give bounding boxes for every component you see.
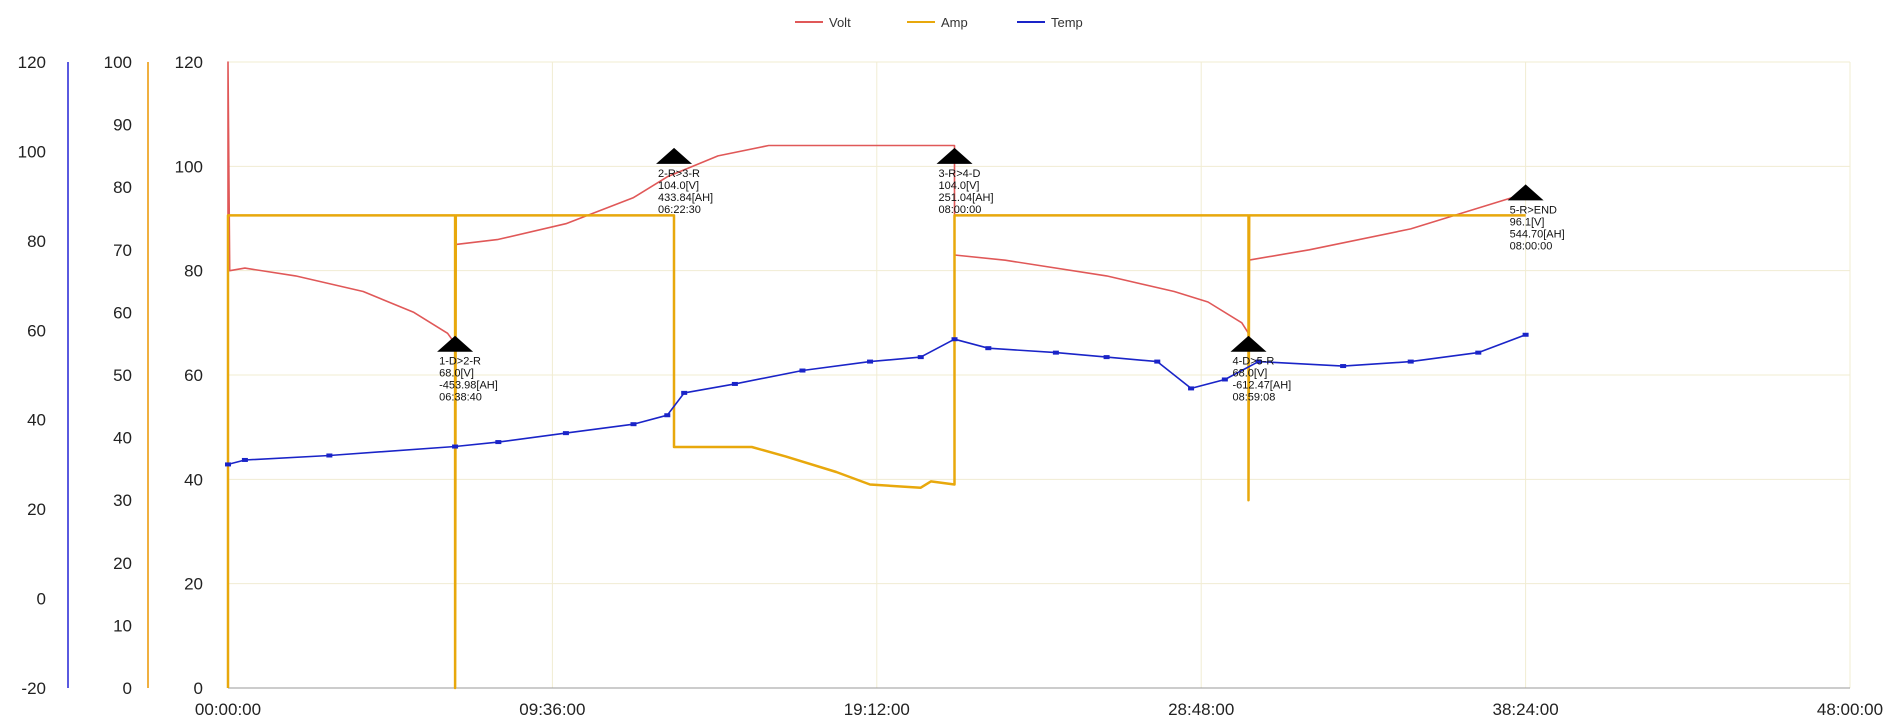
- annotation-label: 06:22:30: [658, 204, 701, 216]
- annotation-label: 68.0[V]: [1233, 368, 1268, 380]
- temp-point: [951, 337, 958, 342]
- annotation-label: -453.98[AH]: [439, 380, 498, 392]
- temp-point: [562, 431, 569, 436]
- volt-tick-label: 120: [175, 53, 203, 72]
- annotation-label: 251.04[AH]: [939, 192, 994, 204]
- temp-tick-label: 40: [27, 411, 46, 430]
- annotation-label: 433.84[AH]: [658, 192, 713, 204]
- amp-tick-label: 100: [104, 53, 132, 72]
- temp-point: [799, 368, 806, 373]
- temp-point: [326, 453, 333, 458]
- x-tick-label: 48:00:00: [1817, 700, 1883, 718]
- temp-point: [1407, 359, 1414, 364]
- temp-tick-label: 60: [27, 321, 46, 340]
- temp-point: [1103, 355, 1110, 360]
- amp-tick-label: 0: [123, 679, 132, 698]
- legend-label-amp: Amp: [941, 15, 968, 30]
- volt-tick-label: 20: [184, 575, 203, 594]
- axes: 00:00:00 09:36:00 19:12:00 28:48:00 38:24:00…: [18, 53, 1883, 718]
- annotation-label: 104.0[V]: [658, 180, 699, 192]
- legend-label-volt: Volt: [829, 15, 851, 30]
- volt-tick-label: 100: [175, 157, 203, 176]
- annotation-label: 544.70[AH]: [1510, 228, 1565, 240]
- annotation-label: 4-D>5-R: [1233, 356, 1275, 368]
- temp-point: [731, 381, 738, 386]
- temp-point: [241, 457, 248, 462]
- series: [225, 61, 1529, 690]
- amp-tick-label: 80: [113, 178, 132, 197]
- annotation-marker: [1507, 184, 1544, 201]
- temp-tick-label: 100: [18, 142, 46, 161]
- temp-point: [452, 444, 459, 449]
- annotations: 1-D>2-R68.0[V]-453.98[AH]06:38:402-R>3-R…: [437, 147, 1565, 404]
- temp-point: [630, 422, 637, 427]
- amp-tick-label: 60: [113, 303, 132, 322]
- annotation-label: 5-R>END: [1510, 204, 1557, 216]
- annotation-marker: [437, 335, 474, 352]
- amp-tick-label: 40: [113, 429, 132, 448]
- amp-tick-label: 70: [113, 241, 132, 260]
- annotation-label: -612.47[AH]: [1233, 380, 1292, 392]
- annotation-marker: [1230, 335, 1267, 352]
- x-tick-label: 38:24:00: [1493, 700, 1559, 718]
- temp-point: [917, 355, 924, 360]
- annotation-marker: [936, 147, 973, 164]
- temp-tick-label: -20: [21, 679, 46, 698]
- amp-tick-label: 30: [113, 491, 132, 510]
- legend-label-temp: Temp: [1051, 15, 1083, 30]
- temp-point: [1221, 377, 1228, 382]
- temp-point: [495, 440, 502, 445]
- annotation-label: 08:00:00: [939, 204, 982, 216]
- temp-point: [1188, 386, 1195, 391]
- grid: [228, 61, 1851, 688]
- annotation-label: 104.0[V]: [939, 180, 980, 192]
- volt-tick-label: 80: [184, 262, 203, 281]
- annotation-label: 1-D>2-R: [439, 356, 481, 368]
- amp-tick-label: 90: [113, 116, 132, 135]
- annotation-label: 2-R>3-R: [658, 168, 700, 180]
- amp-tick-label: 10: [113, 616, 132, 635]
- annotation-label: 08:00:00: [1510, 240, 1553, 252]
- temp-point: [225, 462, 231, 467]
- series-line-amp: [226, 214, 1526, 690]
- temp-point: [1255, 359, 1262, 364]
- annotation-label: 68.0[V]: [439, 368, 474, 380]
- annotation-label: 06:38:40: [439, 392, 482, 404]
- temp-point: [1052, 350, 1059, 355]
- temp-point: [1522, 332, 1529, 337]
- annotation-label: 08:59:08: [1233, 392, 1276, 404]
- annotation-label: 3-R>4-D: [939, 168, 981, 180]
- annotation-label: 96.1[V]: [1510, 216, 1545, 228]
- temp-point: [867, 359, 874, 364]
- temp-point: [664, 413, 671, 418]
- x-tick-label: 19:12:00: [844, 700, 910, 718]
- temp-tick-label: 120: [18, 53, 46, 72]
- x-tick-label: 00:00:00: [195, 700, 261, 718]
- temp-tick-label: 0: [37, 590, 46, 609]
- amp-tick-label: 20: [113, 554, 132, 573]
- amp-tick-label: 50: [113, 366, 132, 385]
- temp-tick-label: 80: [27, 232, 46, 251]
- temp-tick-label: 20: [27, 500, 46, 519]
- annotation-marker: [656, 147, 693, 164]
- temp-point: [681, 390, 688, 395]
- volt-tick-label: 0: [194, 679, 203, 698]
- x-tick-label: 28:48:00: [1168, 700, 1234, 718]
- temp-point: [1154, 359, 1161, 364]
- x-tick-label: 09:36:00: [519, 700, 585, 718]
- legend: Volt Amp Temp: [795, 15, 1083, 30]
- temp-point: [1340, 364, 1347, 369]
- volt-tick-label: 40: [184, 470, 203, 489]
- volt-tick-label: 60: [184, 366, 203, 385]
- temp-point: [985, 346, 992, 351]
- temp-point: [1475, 350, 1482, 355]
